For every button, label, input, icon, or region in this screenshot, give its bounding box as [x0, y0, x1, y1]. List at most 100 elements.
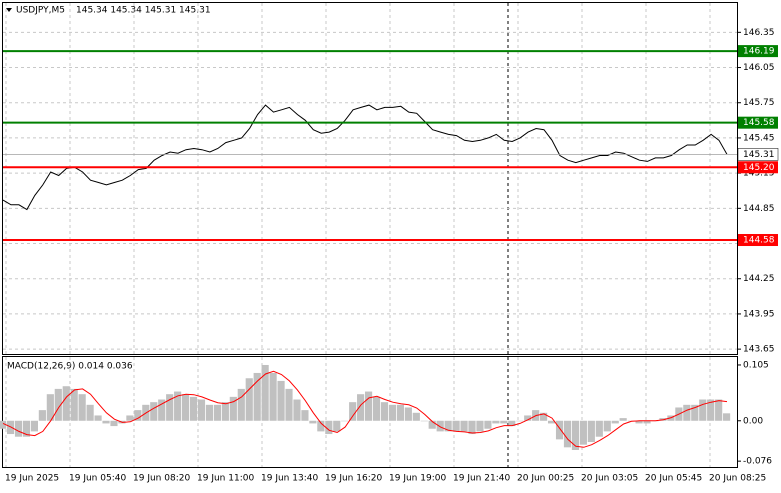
- macd-bar: [476, 420, 484, 432]
- macd-bar: [444, 420, 452, 432]
- macd-bar: [571, 420, 580, 450]
- macd-bar: [500, 420, 508, 424]
- macd-bar: [635, 420, 643, 424]
- macd-bar: [380, 402, 389, 421]
- macd-bar: [14, 420, 23, 437]
- macd-bar: [643, 420, 651, 424]
- macd-bar: [547, 420, 556, 424]
- macd-bar: [0, 420, 7, 429]
- macd-bar: [94, 415, 102, 421]
- macd-bar: [524, 415, 532, 421]
- x-tick-label: 19 Jun 21:40: [453, 474, 510, 484]
- y-tick-label: 143.95: [743, 309, 775, 319]
- macd-bar: [189, 396, 198, 421]
- macd-bar: [261, 364, 269, 421]
- x-tick-label: 20 Jun 05:45: [645, 474, 702, 484]
- y-tick-label: 145.75: [743, 98, 775, 108]
- ohlc: 145.34 145.34 145.31 145.31: [76, 6, 211, 16]
- macd-bar: [404, 407, 412, 421]
- macd-bar: [86, 404, 94, 421]
- macd-bar: [70, 388, 78, 421]
- macd-bar: [683, 404, 691, 421]
- x-tick-label: 20 Jun 00:25: [517, 474, 574, 484]
- menu-triangle: [6, 8, 12, 12]
- y-tick-label: 146.35: [743, 28, 775, 38]
- macd-bar: [579, 420, 587, 445]
- macd-bar: [46, 394, 54, 421]
- macd-bar: [611, 420, 619, 424]
- macd-bar: [412, 412, 420, 421]
- macd-bar: [365, 391, 373, 421]
- level-tag: [738, 161, 778, 174]
- macd-bar: [595, 420, 603, 437]
- macd-bar: [30, 420, 39, 432]
- macd-bar: [723, 413, 731, 421]
- macd-bar: [245, 378, 253, 421]
- macd-bar: [221, 402, 229, 421]
- x-tick-label: 20 Jun 08:25: [709, 474, 766, 484]
- macd-bar: [38, 410, 46, 421]
- macd-bar: [420, 420, 428, 422]
- macd-bar: [468, 420, 476, 435]
- level-label: 146.19: [743, 47, 775, 57]
- y-tick-label: 146.05: [743, 63, 775, 73]
- macd-bar: [174, 391, 182, 421]
- macd-bar: [277, 380, 285, 421]
- macd-bar: [197, 399, 206, 421]
- macd-bar: [396, 404, 404, 421]
- macd-bar: [357, 394, 365, 421]
- macd-bar: [715, 399, 723, 421]
- signal-line: [2, 370, 728, 448]
- macd-bar: [691, 404, 699, 421]
- x-tick-label: 19 Jun 13:40: [261, 474, 318, 484]
- level-label: 145.20: [743, 163, 775, 173]
- x-tick-label: 19 Jun 19:00: [389, 474, 446, 484]
- macd-bar: [102, 420, 110, 424]
- y-tick-label: 144.25: [743, 274, 775, 284]
- macd-bar: [150, 402, 158, 421]
- x-tick-label: 19 Jun 05:40: [69, 474, 126, 484]
- x-tick-label: 19 Jun 16:20: [325, 474, 382, 484]
- macd-bar: [484, 420, 492, 429]
- last-price-tag: [737, 148, 779, 161]
- macd-bar: [110, 420, 118, 427]
- macd-bar: [293, 399, 301, 421]
- last-price-label: 145.31: [743, 150, 775, 160]
- macd-bar: [428, 420, 436, 429]
- macd-bar: [205, 404, 214, 421]
- macd-bar: [237, 388, 245, 421]
- macd-bar: [619, 418, 627, 421]
- macd-bar: [166, 394, 174, 421]
- macd-bar: [182, 394, 190, 421]
- macd-bar: [699, 399, 707, 421]
- y-tick-label: 144.85: [743, 204, 775, 214]
- macd-bar: [540, 412, 548, 421]
- macd-bar: [555, 420, 564, 440]
- macd-bar: [78, 394, 86, 421]
- x-tick-label: 19 Jun 08:20: [133, 474, 190, 484]
- macd-title: MACD(12,26,9) 0.014 0.036: [7, 362, 133, 372]
- macd-bar: [158, 399, 166, 421]
- macd-bar: [285, 388, 293, 421]
- macd-bar: [229, 396, 237, 421]
- y-tick-label: 145.15: [743, 169, 775, 179]
- macd-bar: [508, 420, 516, 427]
- level-tag: [738, 116, 778, 129]
- macd-bar: [436, 420, 444, 432]
- macd-bar: [460, 420, 468, 432]
- x-tick-label: 19 Jun 2025: [5, 474, 59, 484]
- macd-bar: [452, 420, 460, 432]
- y-tick-label: -0.076: [743, 457, 772, 467]
- macd-bar: [333, 420, 341, 432]
- y-tick-label: 0.105: [743, 360, 769, 370]
- level-tag: [738, 234, 778, 247]
- macd-bar: [492, 420, 500, 424]
- macd-bar: [516, 420, 524, 422]
- symbol: USDJPY,M5: [16, 6, 65, 16]
- level-label: 145.58: [743, 118, 775, 128]
- macd-frame: [2, 356, 738, 468]
- macd-bar: [134, 410, 142, 421]
- macd-bar: [253, 372, 261, 421]
- macd-bar: [269, 372, 277, 421]
